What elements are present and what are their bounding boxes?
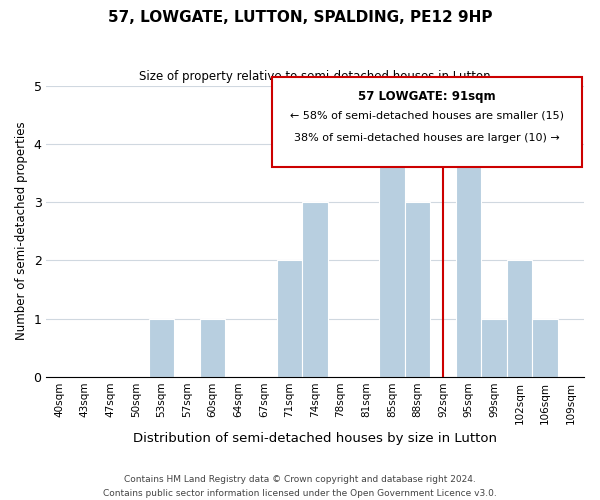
Bar [200, 318, 226, 377]
Bar [532, 318, 558, 377]
Y-axis label: Number of semi-detached properties: Number of semi-detached properties [15, 122, 28, 340]
Text: 57, LOWGATE, LUTTON, SPALDING, PE12 9HP: 57, LOWGATE, LUTTON, SPALDING, PE12 9HP [108, 10, 492, 25]
Title: Size of property relative to semi-detached houses in Lutton: Size of property relative to semi-detach… [139, 70, 491, 83]
Bar [507, 260, 532, 377]
FancyBboxPatch shape [272, 77, 583, 167]
Text: ← 58% of semi-detached houses are smaller (15): ← 58% of semi-detached houses are smalle… [290, 111, 564, 121]
Bar [456, 144, 481, 377]
Bar [379, 144, 404, 377]
Bar [277, 260, 302, 377]
Text: 57 LOWGATE: 91sqm: 57 LOWGATE: 91sqm [358, 90, 496, 102]
Bar [149, 318, 175, 377]
Bar [404, 202, 430, 377]
Bar [481, 318, 507, 377]
Bar [302, 202, 328, 377]
Text: Contains HM Land Registry data © Crown copyright and database right 2024.
Contai: Contains HM Land Registry data © Crown c… [103, 476, 497, 498]
X-axis label: Distribution of semi-detached houses by size in Lutton: Distribution of semi-detached houses by … [133, 432, 497, 445]
Text: 38% of semi-detached houses are larger (10) →: 38% of semi-detached houses are larger (… [294, 133, 560, 143]
